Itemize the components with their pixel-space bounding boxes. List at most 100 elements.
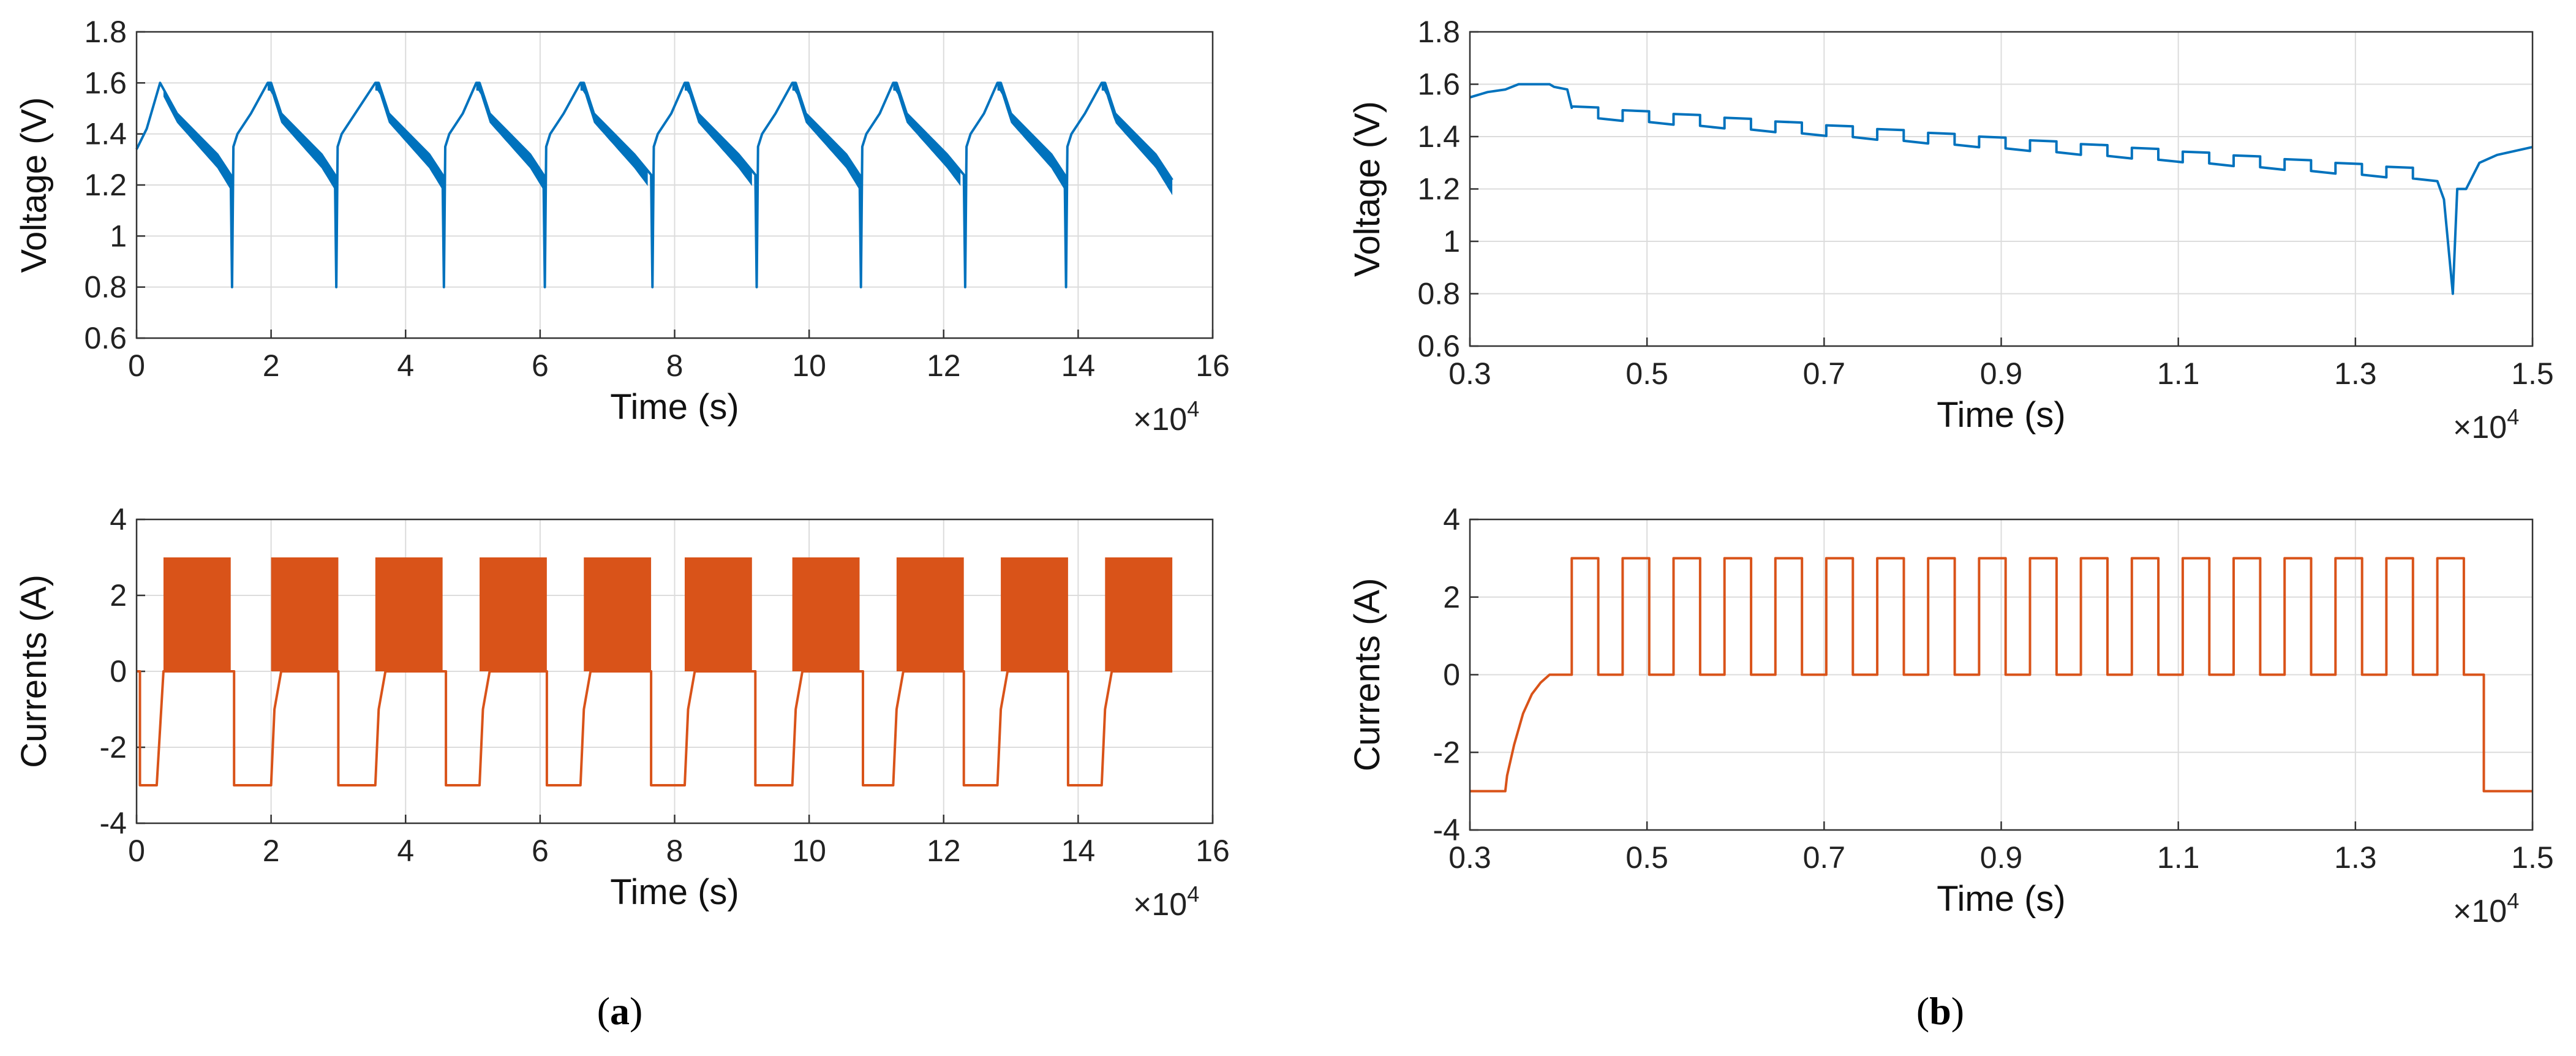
x-multiplier: ×104 <box>2453 404 2519 445</box>
y-tick-labels: -4 -2 0 2 4 <box>100 502 127 840</box>
y-tick-label: -2 <box>100 730 127 764</box>
data-layer <box>1469 83 2533 295</box>
x-tick-label: 0 <box>128 834 145 868</box>
x-axis-label: Time (s) <box>1937 395 2065 435</box>
y-tick-label: 1.6 <box>84 66 127 100</box>
x-tick-label: 0.7 <box>1803 356 1846 391</box>
panel-b-current-chart: 0.3 0.5 0.7 0.9 1.1 1.3 1.5 -4 -2 0 2 4 Time (s) C… <box>1347 502 2554 929</box>
y-tick-labels: -4 -2 0 2 4 <box>1433 502 1460 847</box>
y-tick-label: 2 <box>110 578 127 613</box>
y-axis-label: Currents (A) <box>1347 578 1387 772</box>
current-line <box>1470 557 2533 793</box>
pulse-band <box>1105 557 1173 671</box>
x-tick-labels: 0.3 0.5 0.7 0.9 1.1 1.3 1.5 <box>1448 356 2554 391</box>
panel-a-voltage-chart: 0 2 4 6 8 10 12 14 16 0.6 0.8 1 1.2 1.4 1.6 1.8 Time (… <box>14 15 1230 437</box>
y-tick-label: -2 <box>1433 735 1460 769</box>
x-tick-label: 2 <box>263 349 280 383</box>
y-axis-label: Currents (A) <box>14 575 54 768</box>
y-tick-label: 0.6 <box>84 321 127 355</box>
y-tick-labels: 0.6 0.8 1 1.2 1.4 1.6 1.8 <box>84 15 127 355</box>
y-tick-label: 1.8 <box>1417 15 1460 49</box>
pulse-band <box>163 557 231 671</box>
pulse-envelope <box>476 83 544 190</box>
y-tick-label: 0 <box>110 654 127 688</box>
pulse-band <box>271 557 339 671</box>
x-tick-label: 1.5 <box>2511 840 2554 875</box>
x-tick-label: 0.5 <box>1625 840 1668 875</box>
pulse-envelope <box>375 83 443 190</box>
caption-open: ( <box>1916 989 1929 1033</box>
pulse-band <box>375 557 443 671</box>
multiplier-exponent: 4 <box>1187 881 1199 907</box>
y-tick-label: 2 <box>1443 580 1460 614</box>
x-tick-label: 4 <box>397 834 414 868</box>
pulse-band <box>896 557 964 671</box>
grid <box>1469 31 2534 347</box>
plot-frame <box>1469 518 2534 831</box>
multiplier-base: ×10 <box>1133 887 1187 922</box>
x-tick-label: 0.5 <box>1625 356 1668 391</box>
x-tick-label: 12 <box>927 834 961 868</box>
x-tick-label: 6 <box>532 349 549 383</box>
data-layer <box>135 81 1173 289</box>
multiplier-exponent: 4 <box>2507 888 2519 913</box>
y-tick-labels: 0.6 0.8 1 1.2 1.4 1.6 1.8 <box>1417 15 1460 363</box>
x-tick-label: 0.9 <box>1980 356 2023 391</box>
caption-letter: a <box>610 989 630 1033</box>
pulse-envelope <box>792 83 860 190</box>
y-tick-label: 0.8 <box>84 270 127 304</box>
x-tick-label: 0 <box>128 349 145 383</box>
x-tick-label: 8 <box>666 834 684 868</box>
y-tick-label: 1.2 <box>84 168 127 202</box>
y-tick-label: 4 <box>110 502 127 537</box>
multiplier-exponent: 4 <box>1187 396 1199 421</box>
x-tick-labels: 0.3 0.5 0.7 0.9 1.1 1.3 1.5 <box>1448 840 2554 875</box>
caption-b: (b) <box>1916 989 1964 1033</box>
caption-close: ) <box>630 989 642 1033</box>
pulse-envelope <box>268 83 335 190</box>
multiplier-base: ×10 <box>1133 402 1187 437</box>
y-tick-label: 1 <box>1443 224 1460 258</box>
y-tick-label: 1.4 <box>1417 119 1460 154</box>
caption-close: ) <box>1951 989 1964 1033</box>
plot-frame <box>135 31 1214 339</box>
x-axis-label: Time (s) <box>1937 879 2065 919</box>
x-tick-label: 8 <box>666 349 684 383</box>
data-layer <box>137 557 1173 786</box>
x-tick-label: 2 <box>263 834 280 868</box>
x-tick-label: 0.3 <box>1448 840 1491 875</box>
x-tick-label: 1.1 <box>2157 840 2200 875</box>
y-tick-label: 1.4 <box>84 117 127 151</box>
pulse-band <box>480 557 547 671</box>
multiplier-exponent: 4 <box>2507 404 2519 429</box>
x-tick-label: 12 <box>927 349 961 383</box>
x-multiplier: ×104 <box>2453 888 2519 929</box>
x-tick-label: 0.7 <box>1803 840 1846 875</box>
pulse-envelope <box>997 83 1065 190</box>
y-tick-label: 1.6 <box>1417 67 1460 102</box>
x-tick-label: 16 <box>1196 349 1230 383</box>
x-axis-label: Time (s) <box>610 387 739 427</box>
voltage-line <box>135 81 1173 289</box>
pulse-band <box>792 557 860 671</box>
x-tick-label: 4 <box>397 349 414 383</box>
y-axis-label: Voltage (V) <box>14 97 54 273</box>
x-multiplier: ×104 <box>1133 396 1199 437</box>
caption-letter: b <box>1929 989 1951 1033</box>
grid <box>1469 518 2534 831</box>
voltage-line <box>1469 83 2533 295</box>
y-tick-label: 1.2 <box>1417 172 1460 206</box>
x-tick-label: 1.3 <box>2334 356 2377 391</box>
x-tick-label: 14 <box>1061 349 1096 383</box>
x-tick-label: 1.1 <box>2157 356 2200 391</box>
y-tick-label: 0 <box>1443 658 1460 692</box>
pulse-envelope <box>1101 83 1173 195</box>
x-multiplier: ×104 <box>1133 881 1199 922</box>
plot-frame <box>1469 31 2534 347</box>
x-tick-label: 0.3 <box>1448 356 1491 391</box>
y-tick-label: 4 <box>1443 502 1460 537</box>
y-axis-label: Voltage (V) <box>1347 101 1387 277</box>
x-tick-labels: 0 2 4 6 8 10 12 14 16 <box>128 834 1230 868</box>
x-tick-label: 14 <box>1061 834 1096 868</box>
